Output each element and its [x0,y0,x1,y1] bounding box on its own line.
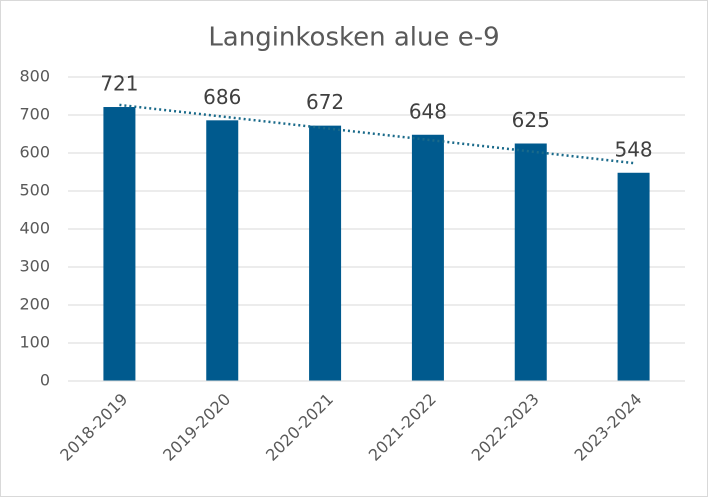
y-tick-label: 300 [19,257,50,276]
y-tick-label: 600 [19,143,50,162]
y-tick-label: 400 [19,219,50,238]
data-label: 648 [409,99,447,123]
data-label: 721 [100,72,138,96]
data-label: 625 [512,108,550,132]
y-tick-label: 700 [19,105,50,124]
bar [411,134,444,381]
data-label: 548 [614,137,652,161]
y-tick-label: 200 [19,295,50,314]
y-tick-label: 500 [19,181,50,200]
chart-title: Langinkosken alue e-9 [208,23,499,53]
trendline [119,103,634,165]
y-tick-label: 800 [19,67,50,86]
bar [309,125,342,381]
bar [103,107,136,382]
y-tick-label: 0 [40,371,50,390]
y-tick-label: 100 [19,333,50,352]
bar [617,172,650,381]
data-label: 672 [306,90,344,114]
bar [206,120,239,381]
data-label: 686 [203,85,241,109]
bar [514,143,547,381]
